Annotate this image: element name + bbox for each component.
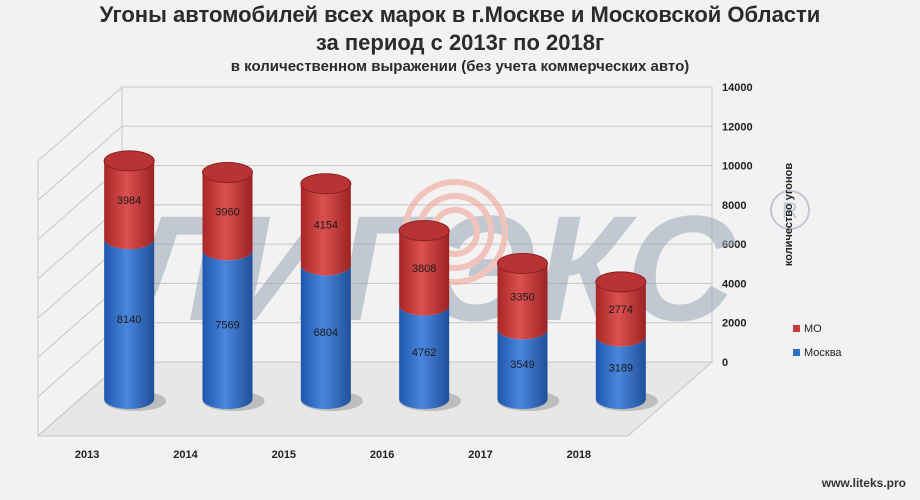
data-label-moscow: 7569 — [215, 320, 239, 332]
data-label-mo: 3808 — [412, 263, 436, 275]
y-tick-label: 12000 — [722, 121, 753, 133]
watermark-registered-mark: R — [782, 198, 798, 223]
x-tick-label: 2013 — [75, 449, 99, 461]
bar-segment-moscow — [497, 329, 548, 409]
bar-2015: 6804 4154 — [300, 173, 363, 411]
bar-2013: 8140 3984 — [103, 150, 167, 411]
bar-2017: 3549 3350 — [497, 252, 560, 411]
bar-segment-moscow — [595, 336, 646, 409]
data-label-moscow: 8140 — [117, 314, 141, 326]
x-tick-label: 2017 — [468, 449, 492, 461]
y-tick-label: 0 — [722, 357, 728, 369]
bar-segment-mo — [300, 183, 351, 276]
bar-2016: 4762 3808 — [398, 220, 462, 411]
data-label-moscow: 6804 — [314, 327, 338, 339]
y-tick-label: 10000 — [722, 161, 753, 173]
gridline-side — [37, 86, 123, 162]
x-tick-label: 2016 — [370, 449, 394, 461]
y-axis-title: количество угонов — [783, 163, 795, 266]
bar-top-cap — [595, 271, 647, 293]
data-label-mo: 3984 — [117, 195, 141, 207]
bar-2014: 7569 3960 — [202, 162, 265, 411]
y-tick-label: 8000 — [722, 200, 746, 212]
bar-top-cap — [300, 173, 352, 195]
chart-title-line-2: за период с 2013г по 2018г — [315, 30, 605, 55]
bar-top-cap — [497, 252, 548, 274]
y-tick-label: 2000 — [722, 318, 746, 330]
data-label-moscow: 4762 — [412, 347, 436, 359]
bar-top-cap — [202, 162, 253, 184]
chart-title-line-1: Угоны автомобилей всех марок в г.Москве … — [99, 2, 821, 27]
x-tick-label: 2018 — [567, 449, 591, 461]
footer-website: www.liteks.pro — [821, 476, 906, 490]
data-label-moscow: 3189 — [609, 363, 633, 375]
data-label-mo: 3350 — [510, 291, 534, 303]
bar-segment-moscow — [104, 239, 155, 410]
bar-segment-mo — [595, 281, 646, 347]
legend-swatch — [793, 325, 800, 332]
data-label-moscow: 3549 — [510, 359, 534, 371]
bar-segment-moscow — [202, 250, 253, 409]
watermark-registered-circle — [770, 190, 810, 230]
bar-segment-mo — [202, 172, 253, 261]
y-tick-label: 14000 — [722, 82, 753, 94]
legend-label: МО — [804, 323, 822, 335]
bar-segment-moscow — [399, 305, 450, 409]
gridline-side — [37, 125, 123, 201]
bar-2018: 3189 2774 — [595, 271, 658, 411]
data-label-mo: 3960 — [215, 206, 239, 218]
y-tick-label: 6000 — [722, 239, 746, 251]
bar-segment-mo — [497, 263, 548, 340]
bar-segment-mo — [104, 160, 155, 250]
legend-swatch — [793, 349, 800, 356]
bar-top-cap — [103, 150, 155, 172]
chart-subtitle: в количественном выражении (без учета ко… — [230, 58, 690, 75]
x-tick-label: 2014 — [173, 449, 198, 461]
y-tick-label: 4000 — [722, 278, 746, 290]
bar-segment-moscow — [300, 265, 351, 409]
legend-label: Москва — [804, 347, 842, 359]
data-label-mo: 2774 — [609, 304, 633, 316]
bar-top-cap — [398, 220, 450, 242]
x-tick-label: 2015 — [272, 449, 296, 461]
bar-segment-mo — [399, 230, 450, 316]
data-label-mo: 4154 — [314, 220, 338, 232]
